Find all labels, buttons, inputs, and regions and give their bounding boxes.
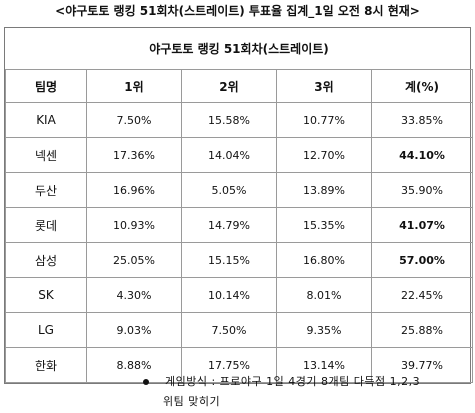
team-name-cell: 넥센 xyxy=(5,137,87,173)
header-rank-1: 1위 xyxy=(86,69,182,103)
team-name-cell: 롯데 xyxy=(5,207,87,243)
note-line-1: 게임방식 : 프로야구 1일 4경기 8개팀 다득점 1,2,3 xyxy=(165,375,421,388)
rank-1-cell: 8.88% xyxy=(86,347,182,383)
team-name-cell: 한화 xyxy=(5,347,87,383)
total-cell: 22.45% xyxy=(370,277,474,313)
rank-2-cell: 15.15% xyxy=(181,242,277,278)
rank-2-cell: 14.79% xyxy=(181,207,277,243)
rank-3-cell: 12.70% xyxy=(276,137,372,173)
rank-3-cell: 16.80% xyxy=(276,242,372,278)
table-row: 롯데 10.93% 14.79% 15.35% 41.07% xyxy=(5,207,474,243)
rank-2-cell: 10.14% xyxy=(181,277,277,313)
table-row: 삼성 25.05% 15.15% 16.80% 57.00% xyxy=(5,242,474,278)
team-name-cell: 두산 xyxy=(5,172,87,208)
table-row: KIA 7.50% 15.58% 10.77% 33.85% xyxy=(5,102,474,138)
results-table: 야구토토 랭킹 51회차(스트레이트) 팀명 1위 2위 3위 계(%) KIA… xyxy=(5,28,474,383)
rank-1-cell: 10.93% xyxy=(86,207,182,243)
note-line-2: 위팀 맞히기 xyxy=(163,395,221,408)
rank-3-cell: 9.35% xyxy=(276,312,372,348)
rank-1-cell: 16.96% xyxy=(86,172,182,208)
rank-2-cell: 7.50% xyxy=(181,312,277,348)
rank-1-cell: 17.36% xyxy=(86,137,182,173)
table-header-row: 팀명 1위 2위 3위 계(%) xyxy=(5,69,474,103)
team-name-cell: LG xyxy=(5,312,87,348)
rank-3-cell: 13.89% xyxy=(276,172,372,208)
total-cell: 44.10% xyxy=(370,137,474,173)
rank-1-cell: 7.50% xyxy=(86,102,182,138)
total-cell: 25.88% xyxy=(370,312,474,348)
header-rank-3: 3위 xyxy=(276,69,372,103)
total-cell: 35.90% xyxy=(370,172,474,208)
page-headline: <야구토토 랭킹 51회차(스트레이트) 투표율 집계_1일 오전 8시 현재> xyxy=(55,4,420,18)
header-total: 계(%) xyxy=(370,69,474,103)
rank-2-cell: 14.04% xyxy=(181,137,277,173)
total-cell: 39.77% xyxy=(370,347,474,383)
rank-3-cell: 15.35% xyxy=(276,207,372,243)
table-row: 두산 16.96% 5.05% 13.89% 35.90% xyxy=(5,172,474,208)
team-name-cell: KIA xyxy=(5,102,87,138)
table-row: 한화 8.88% 17.75% 13.14% 39.77% xyxy=(5,347,474,383)
results-table-container: 야구토토 랭킹 51회차(스트레이트) 팀명 1위 2위 3위 계(%) KIA… xyxy=(4,27,474,384)
table-row: 넥센 17.36% 14.04% 12.70% 44.10% xyxy=(5,137,474,173)
rank-3-cell: 10.77% xyxy=(276,102,372,138)
rank-2-cell: 15.58% xyxy=(181,102,277,138)
table-row: LG 9.03% 7.50% 9.35% 25.88% xyxy=(5,312,474,348)
rank-1-cell: 25.05% xyxy=(86,242,182,278)
rank-3-cell: 8.01% xyxy=(276,277,372,313)
team-name-cell: 삼성 xyxy=(5,242,87,278)
table-caption: 야구토토 랭킹 51회차(스트레이트) xyxy=(5,28,473,70)
rank-1-cell: 9.03% xyxy=(86,312,182,348)
table-caption-row: 야구토토 랭킹 51회차(스트레이트) xyxy=(5,28,473,70)
header-rank-2: 2위 xyxy=(181,69,277,103)
header-team: 팀명 xyxy=(5,69,87,103)
rank-3-cell: 13.14% xyxy=(276,347,372,383)
table-row: SK 4.30% 10.14% 8.01% 22.45% xyxy=(5,277,474,313)
total-cell: 57.00% xyxy=(370,242,474,278)
team-name-cell: SK xyxy=(5,277,87,313)
bullet-icon xyxy=(143,379,149,385)
rank-1-cell: 4.30% xyxy=(86,277,182,313)
total-cell: 33.85% xyxy=(370,102,474,138)
rank-2-cell: 5.05% xyxy=(181,172,277,208)
total-cell: 41.07% xyxy=(370,207,474,243)
